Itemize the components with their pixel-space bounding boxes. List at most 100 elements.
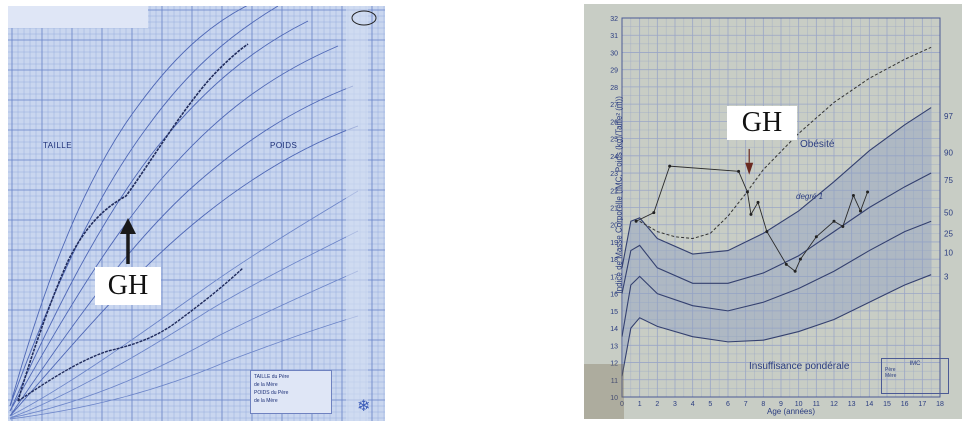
patient-bmi-point — [784, 262, 788, 266]
y-tick-label: 24 — [610, 154, 618, 161]
photo-shadow — [584, 364, 624, 419]
y-tick-label: 18 — [610, 257, 618, 264]
y-tick-label: 10 — [610, 395, 618, 402]
x-tick-label: 2 — [655, 401, 659, 408]
x-tick-label: 17 — [918, 401, 926, 408]
patient-bmi-point — [832, 219, 836, 223]
x-tick-label: 7 — [744, 401, 748, 408]
handwritten-circle — [351, 10, 377, 26]
x-tick-label: 10 — [795, 401, 803, 408]
bmi-percentile-curve — [621, 274, 932, 377]
obesity-degree-label: degré 1 — [796, 192, 824, 201]
growth-chart-photo: TAILLE POIDS TAILLE du Père de la Mère P… — [8, 6, 385, 421]
percentile-label: 50 — [944, 209, 953, 218]
x-tick-label: 12 — [830, 401, 838, 408]
x-tick-label: 8 — [761, 401, 765, 408]
bmi-percentile-curve — [621, 220, 932, 337]
y-tick-label: 29 — [610, 68, 618, 75]
right-axis-strip — [346, 6, 368, 421]
percentile-label: 75 — [944, 176, 953, 185]
y-tick-label: 28 — [610, 85, 618, 92]
patient-bmi-point — [745, 190, 749, 194]
y-tick-label: 14 — [610, 326, 618, 333]
height-percentile-curve — [9, 45, 339, 412]
height-percentile-curve — [9, 85, 354, 417]
height-percentile-curve — [9, 20, 309, 412]
y-tick-label: 22 — [610, 188, 618, 195]
patient-height-trace — [17, 43, 249, 402]
y-tick-label: 32 — [610, 16, 618, 23]
y-tick-label: 13 — [610, 343, 618, 350]
percentile-label: 10 — [944, 248, 953, 257]
x-tick-label: 4 — [691, 401, 695, 408]
percentile-label: 25 — [944, 229, 953, 238]
patient-bmi-point — [798, 257, 802, 261]
bmi-legend-title: IMC — [909, 361, 921, 367]
weight-percentile-curve — [9, 270, 359, 419]
gh-annotation-left: GH — [95, 267, 161, 305]
y-tick-label: 12 — [610, 361, 618, 368]
patient-weight-trace — [17, 267, 244, 402]
gh-arrowhead-icon — [745, 162, 754, 175]
bmi-percentile-curve — [621, 172, 932, 294]
y-tick-label: 27 — [610, 102, 618, 109]
x-tick-label: 3 — [673, 401, 677, 408]
y-tick-label: 25 — [610, 137, 618, 144]
height-percentile-curve — [9, 125, 359, 417]
y-tick-label: 30 — [610, 50, 618, 57]
x-tick-label: 1 — [638, 401, 642, 408]
patient-bmi-point — [859, 209, 862, 213]
legend-line: Mère — [885, 373, 897, 379]
gh-arrowhead-icon — [120, 218, 136, 234]
x-tick-label: 0 — [620, 401, 624, 408]
y-tick-label: 20 — [610, 223, 618, 230]
height-percentile-curve — [9, 6, 248, 407]
x-tick-label: 14 — [865, 401, 873, 408]
obesity-label: Obésité — [800, 139, 835, 150]
patient-bmi-point — [652, 211, 656, 215]
x-tick-label: 15 — [883, 401, 891, 408]
weight-percentile-curve — [9, 190, 359, 417]
normal-bmi-band — [622, 107, 932, 377]
height-percentile-curve — [9, 6, 279, 407]
x-tick-label: 5 — [708, 401, 712, 408]
bmi-y-axis-label: Indice de Masse Corporelle (IMC, Poids (… — [614, 96, 624, 294]
weight-percentile-curve — [9, 230, 359, 419]
parents-legend-box: TAILLE du Père de la Mère POIDS du Père … — [250, 370, 332, 414]
bmi-legend-box: IMC Père Mère — [881, 358, 949, 394]
snowflake-logo-icon: ❄ — [357, 398, 371, 415]
y-tick-label: 11 — [611, 378, 618, 385]
x-tick-label: 6 — [726, 401, 730, 408]
percentile-label: 97 — [944, 112, 953, 121]
patient-bmi-point — [851, 193, 855, 197]
gh-annotation-right: GH — [727, 106, 797, 140]
legend-line: de la Mère — [254, 382, 278, 388]
y-tick-label: 19 — [610, 240, 618, 247]
y-tick-label: 21 — [610, 206, 618, 213]
patient-bmi-point — [737, 169, 741, 173]
patient-bmi-point — [756, 200, 760, 204]
legend-line: TAILLE du Père — [254, 374, 290, 380]
patient-bmi-point — [749, 212, 753, 216]
x-tick-label: 9 — [779, 401, 783, 408]
bmi-plot-frame — [621, 17, 941, 398]
x-tick-label: 16 — [901, 401, 909, 408]
bmi-percentile-curve — [621, 107, 932, 268]
y-tick-label: 26 — [610, 119, 618, 126]
y-tick-label: 23 — [610, 171, 618, 178]
legend-line: POIDS du Père — [254, 390, 289, 396]
patient-bmi-point — [793, 269, 797, 273]
legend-line: Père — [885, 367, 896, 373]
patient-bmi-point — [668, 164, 672, 168]
bmi-chart-grid: 3231302928272625242322212019181716151413… — [584, 16, 953, 419]
legend-line: de la Mère — [254, 398, 278, 404]
percentile-label: 90 — [944, 148, 953, 157]
patient-bmi-point — [814, 235, 818, 239]
percentile-label: 3 — [944, 272, 949, 281]
bmi-x-axis-label: Age (années) — [767, 407, 816, 416]
y-tick-label: 17 — [610, 274, 618, 281]
y-tick-label: 16 — [610, 292, 618, 299]
header-strip — [8, 6, 148, 28]
poids-label: POIDS — [270, 141, 298, 150]
y-tick-label: 31 — [610, 33, 618, 40]
